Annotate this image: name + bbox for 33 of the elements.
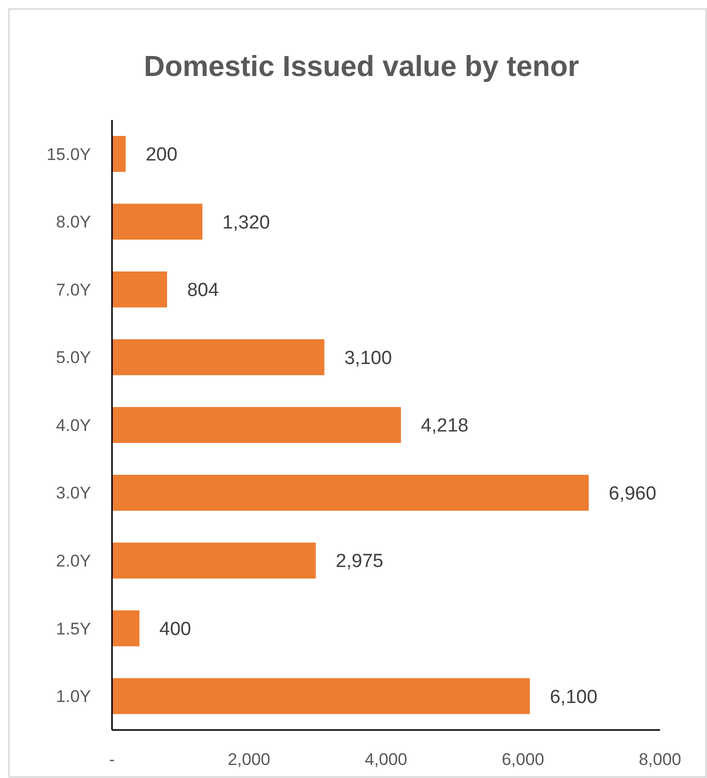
y-tick-label: 8.0Y (56, 212, 91, 232)
data-label: 3,100 (344, 348, 392, 369)
bar (112, 407, 401, 443)
x-tick-label: 8,000 (638, 750, 682, 769)
y-tick-label: 3.0Y (56, 484, 91, 503)
bar (112, 610, 140, 646)
y-tick-label: 7.0Y (56, 280, 91, 300)
bar (112, 136, 126, 172)
data-label: 200 (146, 144, 178, 166)
x-tick-label: 2,000 (228, 750, 270, 769)
bar (112, 678, 530, 714)
data-label: 400 (159, 618, 192, 640)
y-tick-label: 15.0Y (46, 144, 91, 164)
data-label: 804 (187, 280, 220, 302)
data-label: 6,100 (550, 686, 598, 708)
bar (112, 339, 324, 376)
data-label: 2,975 (336, 551, 384, 572)
bar (112, 204, 202, 240)
data-label: 1,320 (222, 212, 270, 234)
y-tick-label: 1.5Y (56, 619, 91, 638)
y-tick-label: 2.0Y (56, 552, 91, 571)
y-tick-label: 1.0Y (56, 687, 91, 706)
bar (112, 271, 168, 308)
data-label: 4,218 (420, 416, 468, 437)
x-tick-label: 4,000 (364, 750, 408, 769)
x-tick-label: - (109, 750, 115, 769)
data-label: 6,960 (608, 483, 656, 504)
y-tick-label: 5.0Y (56, 348, 91, 368)
bar (112, 474, 589, 511)
chart-title: Domestic Issued value by tenor (144, 51, 580, 83)
x-tick-label: 6,000 (502, 750, 544, 769)
bar (112, 542, 316, 579)
y-tick-label: 4.0Y (56, 416, 91, 435)
